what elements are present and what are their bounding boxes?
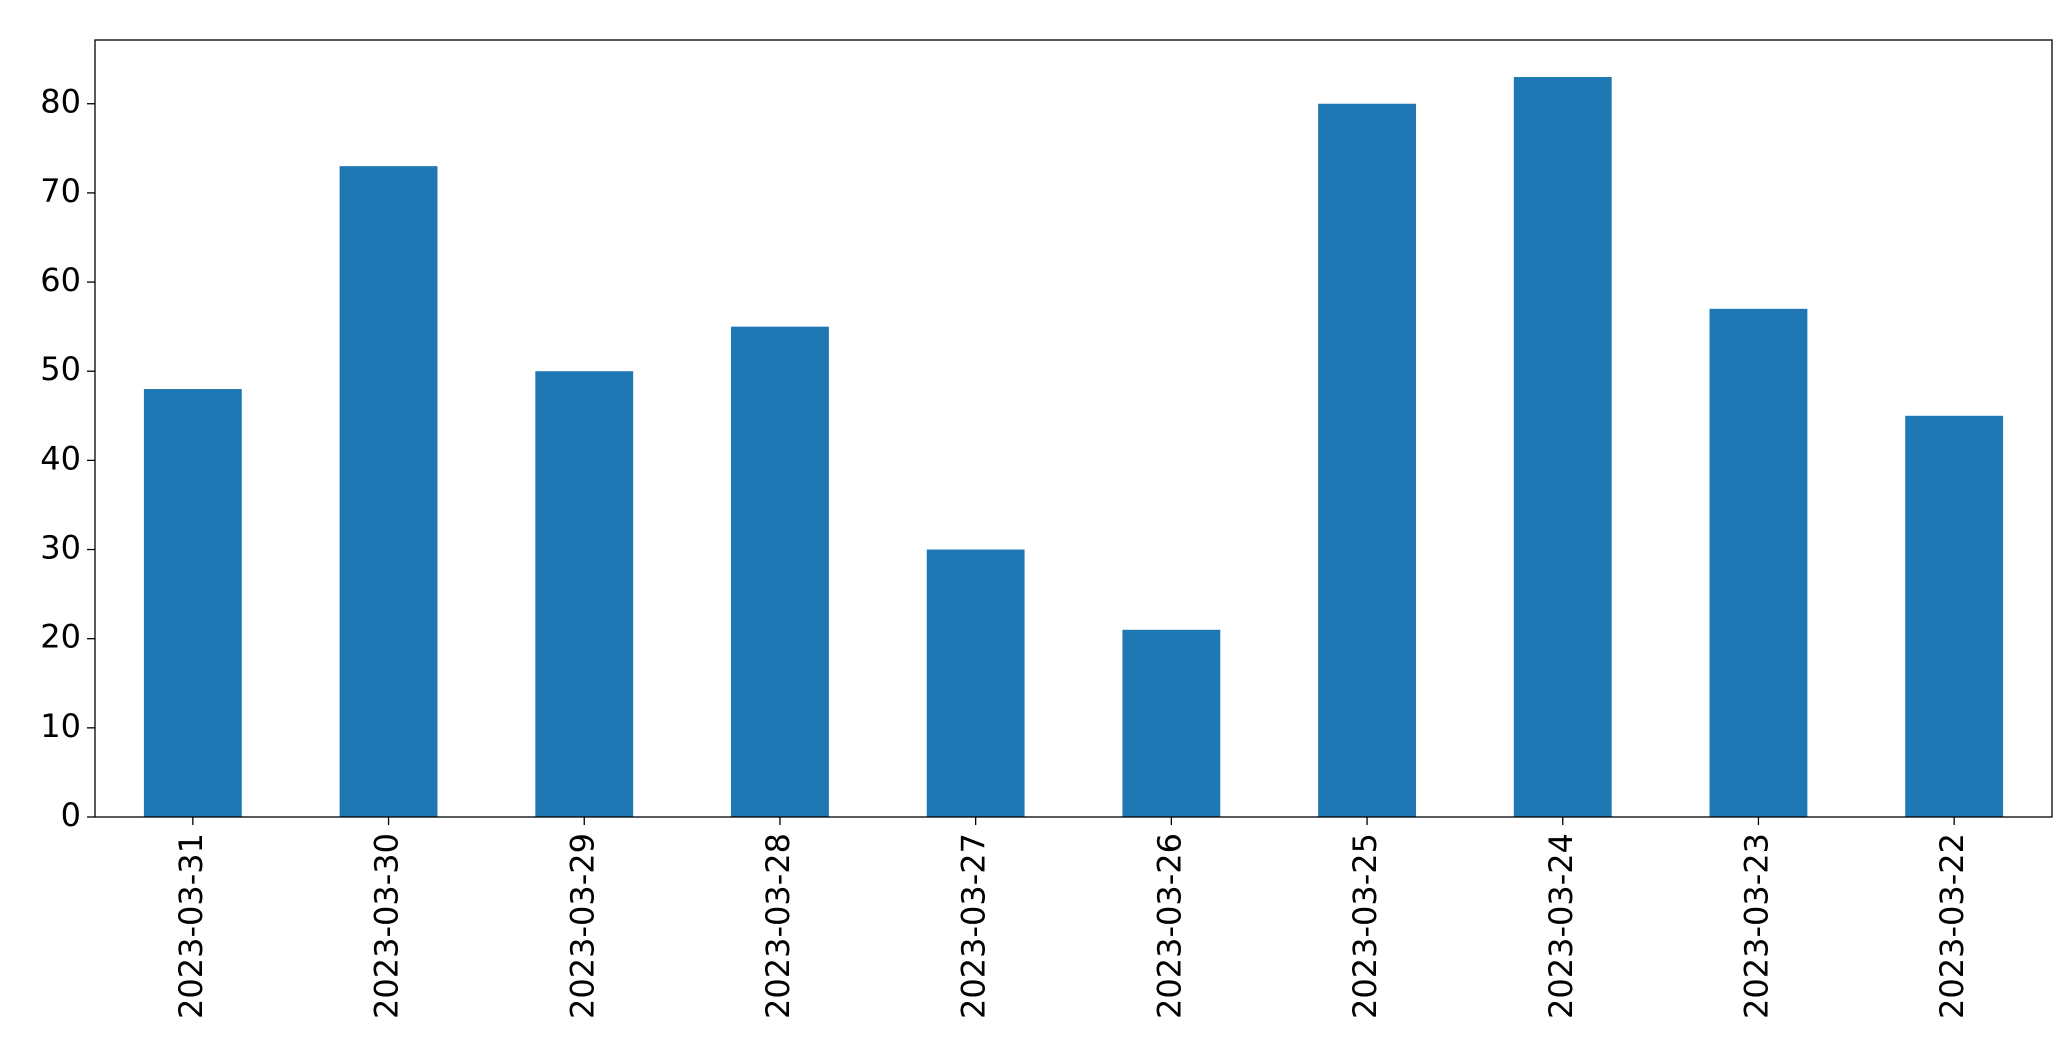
bar — [143, 389, 242, 817]
x-tick-label: 2023-03-26 — [1150, 833, 1188, 1019]
x-tick-label: 2023-03-28 — [759, 833, 797, 1019]
bar — [339, 166, 438, 818]
x-tick-label: 2023-03-30 — [368, 833, 406, 1019]
y-tick-label: 20 — [40, 618, 81, 656]
x-tick-label: 2023-03-27 — [955, 833, 993, 1019]
bar — [1709, 308, 1808, 817]
bar — [926, 549, 1025, 817]
y-tick-label: 40 — [40, 439, 81, 477]
x-tick-label: 2023-03-31 — [172, 833, 210, 1019]
bar — [1513, 77, 1612, 817]
y-tick-label: 80 — [40, 83, 81, 121]
y-tick-label: 0 — [61, 796, 81, 834]
y-tick-label: 30 — [40, 529, 81, 567]
bar — [1318, 103, 1416, 817]
plot-frame — [94, 39, 2053, 818]
y-tick-label: 50 — [40, 350, 81, 388]
bar — [731, 326, 829, 817]
bar — [1122, 629, 1221, 817]
bar — [535, 371, 634, 817]
x-tick-label: 2023-03-29 — [563, 833, 601, 1019]
y-tick-label: 60 — [40, 261, 81, 299]
y-tick-label: 10 — [40, 707, 81, 745]
bar — [1905, 415, 2004, 817]
x-tick-label: 2023-03-25 — [1346, 833, 1384, 1019]
x-tick-label: 2023-03-22 — [1933, 833, 1971, 1019]
x-tick-label: 2023-03-24 — [1542, 833, 1580, 1019]
y-tick-label: 70 — [40, 172, 81, 210]
x-tick-label: 2023-03-23 — [1737, 833, 1775, 1019]
